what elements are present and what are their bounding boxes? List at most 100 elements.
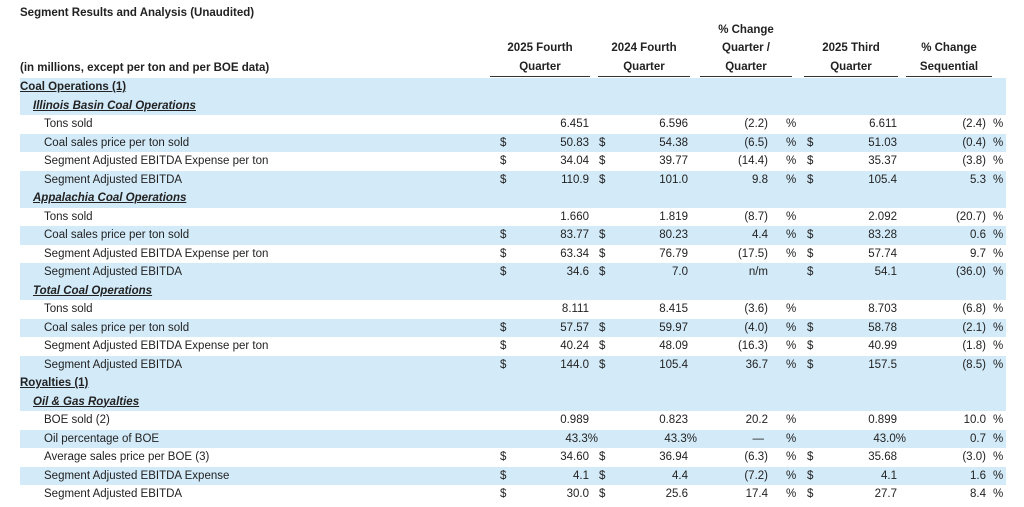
cell: 4.4 [752, 229, 768, 241]
cell: $ [599, 488, 606, 500]
cell: $ [599, 229, 606, 241]
cell: 1.819 [659, 210, 688, 223]
cell: 43.3% [565, 432, 598, 445]
cell: 4.1 [573, 469, 589, 482]
cell: $ [500, 488, 507, 500]
cell: $ [807, 358, 814, 371]
table-row [20, 355, 1006, 374]
cell: (0.4) [962, 136, 986, 149]
cell: % [786, 340, 797, 352]
table-row [20, 411, 1006, 430]
row-label: Segment Adjusted EBITDA Expense per ton [44, 340, 269, 352]
cell: n/m [748, 266, 768, 278]
column-header: % Change Sequential [906, 39, 992, 77]
cell: % [786, 210, 797, 223]
row-label: Oil percentage of BOE [44, 432, 160, 445]
cell: 83.28 [868, 229, 897, 241]
row-label: Segment Adjusted EBITDA Expense [44, 469, 230, 482]
cell: $ [500, 321, 507, 334]
cell: $ [500, 247, 507, 260]
cell: 30.0 [566, 488, 589, 500]
table-row [20, 170, 1006, 189]
cell: % [786, 118, 797, 130]
cell: % [993, 155, 1004, 167]
row-label: Tons sold [44, 303, 93, 315]
cell: 34.04 [560, 155, 589, 167]
cell: 36.94 [659, 451, 688, 463]
cell: % [993, 469, 1004, 482]
cell: 48.09 [659, 340, 688, 352]
cell: $ [807, 488, 814, 500]
header-line: 2025 Third [822, 42, 880, 54]
cell: $ [807, 321, 814, 334]
cell: % [993, 303, 1004, 315]
cell: $ [599, 247, 606, 260]
cell: $ [807, 155, 814, 167]
cell: $ [500, 358, 507, 371]
table-row [20, 96, 1006, 115]
row-label: Tons sold [44, 210, 93, 223]
cell: 0.989 [560, 414, 589, 426]
cell: % [993, 173, 1004, 186]
cell: $ [599, 136, 606, 149]
header-line: 2024 Fourth [611, 42, 677, 54]
cell: $ [599, 451, 606, 463]
header-line: 2025 Fourth [507, 42, 573, 54]
cell: 6.596 [659, 118, 688, 130]
cell: % [786, 451, 797, 463]
header-label: (in millions, except per ton and per BOE… [20, 59, 490, 79]
cell: 144.0 [560, 358, 589, 371]
row-label: Segment Adjusted EBITDA Expense per ton [44, 247, 269, 260]
cell: (17.5) [737, 247, 768, 260]
cell: 17.4 [745, 488, 768, 500]
cell: 105.4 [659, 358, 688, 371]
cell: 25.6 [665, 488, 688, 500]
cell: 20.2 [745, 414, 768, 426]
cell: — [752, 432, 765, 445]
header-line: Quarter [623, 60, 665, 73]
cell: % [786, 303, 797, 315]
cell: 157.5 [868, 358, 897, 371]
cell: 7.0 [672, 266, 688, 278]
group-title: Illinois Basin Coal Operations [33, 99, 196, 112]
cell: 34.60 [560, 451, 589, 463]
table-row [20, 374, 1006, 393]
cell: (4.0) [744, 321, 768, 334]
cell: 0.899 [868, 414, 897, 426]
cell: 54.1 [874, 266, 897, 278]
cell: 6.611 [869, 118, 897, 130]
cell: $ [599, 173, 606, 186]
cell: 40.99 [868, 340, 897, 352]
cell: 8.703 [868, 303, 897, 315]
header-line: Quarter [725, 60, 767, 73]
cell: % [786, 432, 797, 445]
cell: $ [500, 155, 507, 167]
cell: $ [500, 451, 507, 463]
cell: $ [807, 340, 814, 352]
table-row [20, 466, 1006, 485]
row-label: Coal sales price per ton sold [44, 321, 190, 334]
cell: (2.2) [744, 118, 768, 130]
table-row [20, 189, 1006, 208]
cell: 0.7 [970, 432, 986, 445]
cell: $ [807, 247, 814, 260]
cell: 76.79 [659, 247, 688, 260]
cell: 34.6 [566, 266, 589, 278]
cell: (3.0) [962, 451, 986, 463]
cell: 9.8 [752, 173, 768, 186]
cell: % [993, 266, 1004, 278]
title: Segment Results and Analysis (Unaudited) [20, 7, 255, 19]
row-label: BOE sold (2) [44, 414, 110, 426]
cell: % [786, 229, 797, 241]
cell: % [786, 414, 797, 426]
cell: 105.4 [868, 173, 897, 186]
cell: $ [500, 136, 507, 149]
cell: 51.03 [868, 136, 897, 149]
cell: (2.4) [962, 118, 986, 130]
cell: (16.3) [737, 340, 768, 352]
section-title: Coal Operations (1) [20, 81, 127, 93]
cell: (6.3) [744, 451, 768, 463]
cell: 80.23 [659, 229, 688, 241]
cell: $ [500, 266, 507, 278]
